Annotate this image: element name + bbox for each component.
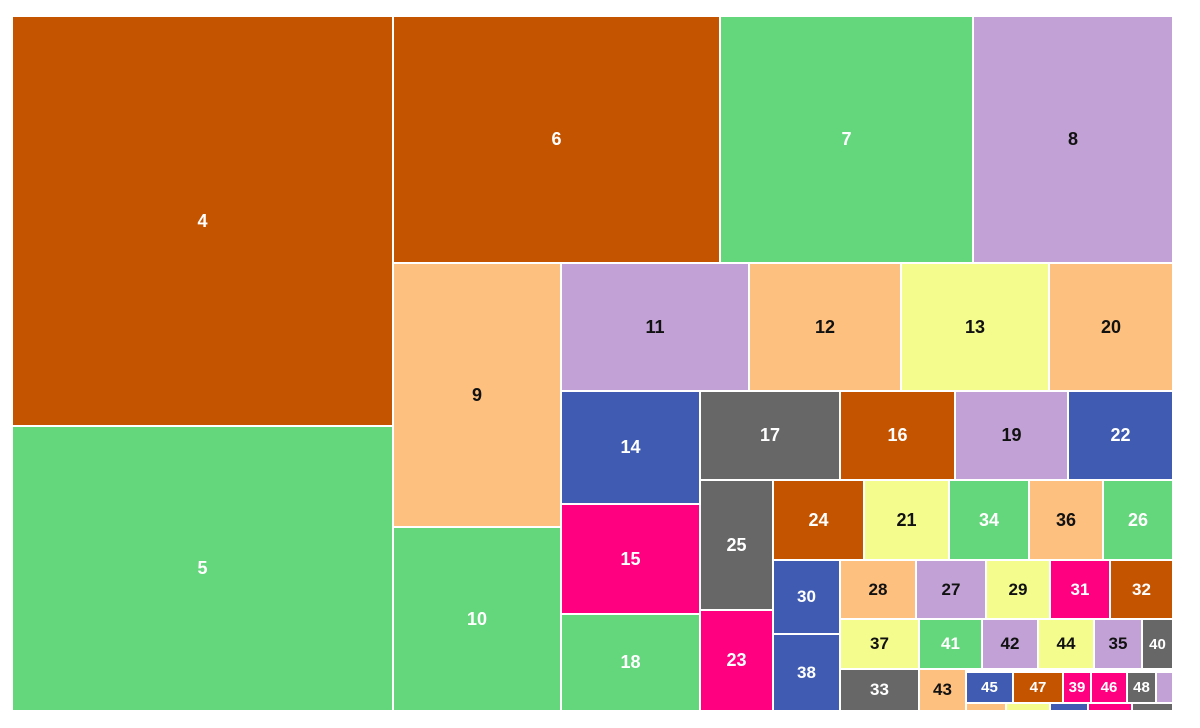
treemap-cell-34: 34 (949, 480, 1029, 560)
treemap-cell-24: 24 (773, 480, 864, 560)
treemap-cell-8: 8 (973, 16, 1173, 263)
treemap-cell-20: 20 (1049, 263, 1173, 391)
treemap-cell-41: 41 (919, 619, 982, 669)
treemap-cell-unlabeled (1156, 672, 1173, 703)
treemap-cell-48: 48 (1127, 672, 1156, 703)
treemap-cell-unlabeled (966, 703, 1006, 711)
treemap-cell-27: 27 (916, 560, 986, 619)
treemap-cell-11: 11 (561, 263, 749, 391)
treemap-cell-40: 40 (1142, 619, 1173, 669)
treemap-cell-32: 32 (1110, 560, 1173, 619)
treemap-cell-30: 30 (773, 560, 840, 634)
treemap-cell-unlabeled (1132, 703, 1173, 711)
treemap-cell-17: 17 (700, 391, 840, 480)
treemap-cell-12: 12 (749, 263, 901, 391)
treemap-cell-29: 29 (986, 560, 1050, 619)
treemap-cell-23: 23 (700, 610, 773, 711)
treemap-cell-unlabeled (1088, 703, 1132, 711)
treemap-cell-38: 38 (773, 634, 840, 711)
treemap-cell-33: 33 (840, 669, 919, 711)
treemap-cell-6: 6 (393, 16, 720, 263)
treemap-cell-44: 44 (1038, 619, 1094, 669)
treemap-cell-37: 37 (840, 619, 919, 669)
treemap-cell-46: 46 (1091, 672, 1127, 703)
treemap-cell-45: 45 (966, 672, 1013, 703)
treemap-cell-26: 26 (1103, 480, 1173, 560)
treemap-cell-7: 7 (720, 16, 973, 263)
treemap-cell-13: 13 (901, 263, 1049, 391)
treemap-cell-31: 31 (1050, 560, 1110, 619)
treemap-cell-unlabeled (1006, 703, 1050, 711)
treemap-cell-14: 14 (561, 391, 700, 504)
treemap-cell-unlabeled (1050, 703, 1088, 711)
treemap-cell-43: 43 (919, 669, 966, 711)
treemap-cell-15: 15 (561, 504, 700, 614)
treemap-cell-28: 28 (840, 560, 916, 619)
treemap-cell-16: 16 (840, 391, 955, 480)
treemap-cell-47: 47 (1013, 672, 1063, 703)
treemap-cell-18: 18 (561, 614, 700, 711)
treemap-cell-5: 5 (12, 426, 393, 711)
treemap-cell-21: 21 (864, 480, 949, 560)
treemap-cell-22: 22 (1068, 391, 1173, 480)
treemap-cell-42: 42 (982, 619, 1038, 669)
treemap-cell-39: 39 (1063, 672, 1091, 703)
treemap-cell-35: 35 (1094, 619, 1142, 669)
treemap-cell-19: 19 (955, 391, 1068, 480)
treemap-cell-25: 25 (700, 480, 773, 610)
treemap-cell-10: 10 (393, 527, 561, 711)
treemap-cell-9: 9 (393, 263, 561, 527)
treemap-cell-4: 4 (12, 16, 393, 426)
treemap-cell-36: 36 (1029, 480, 1103, 560)
